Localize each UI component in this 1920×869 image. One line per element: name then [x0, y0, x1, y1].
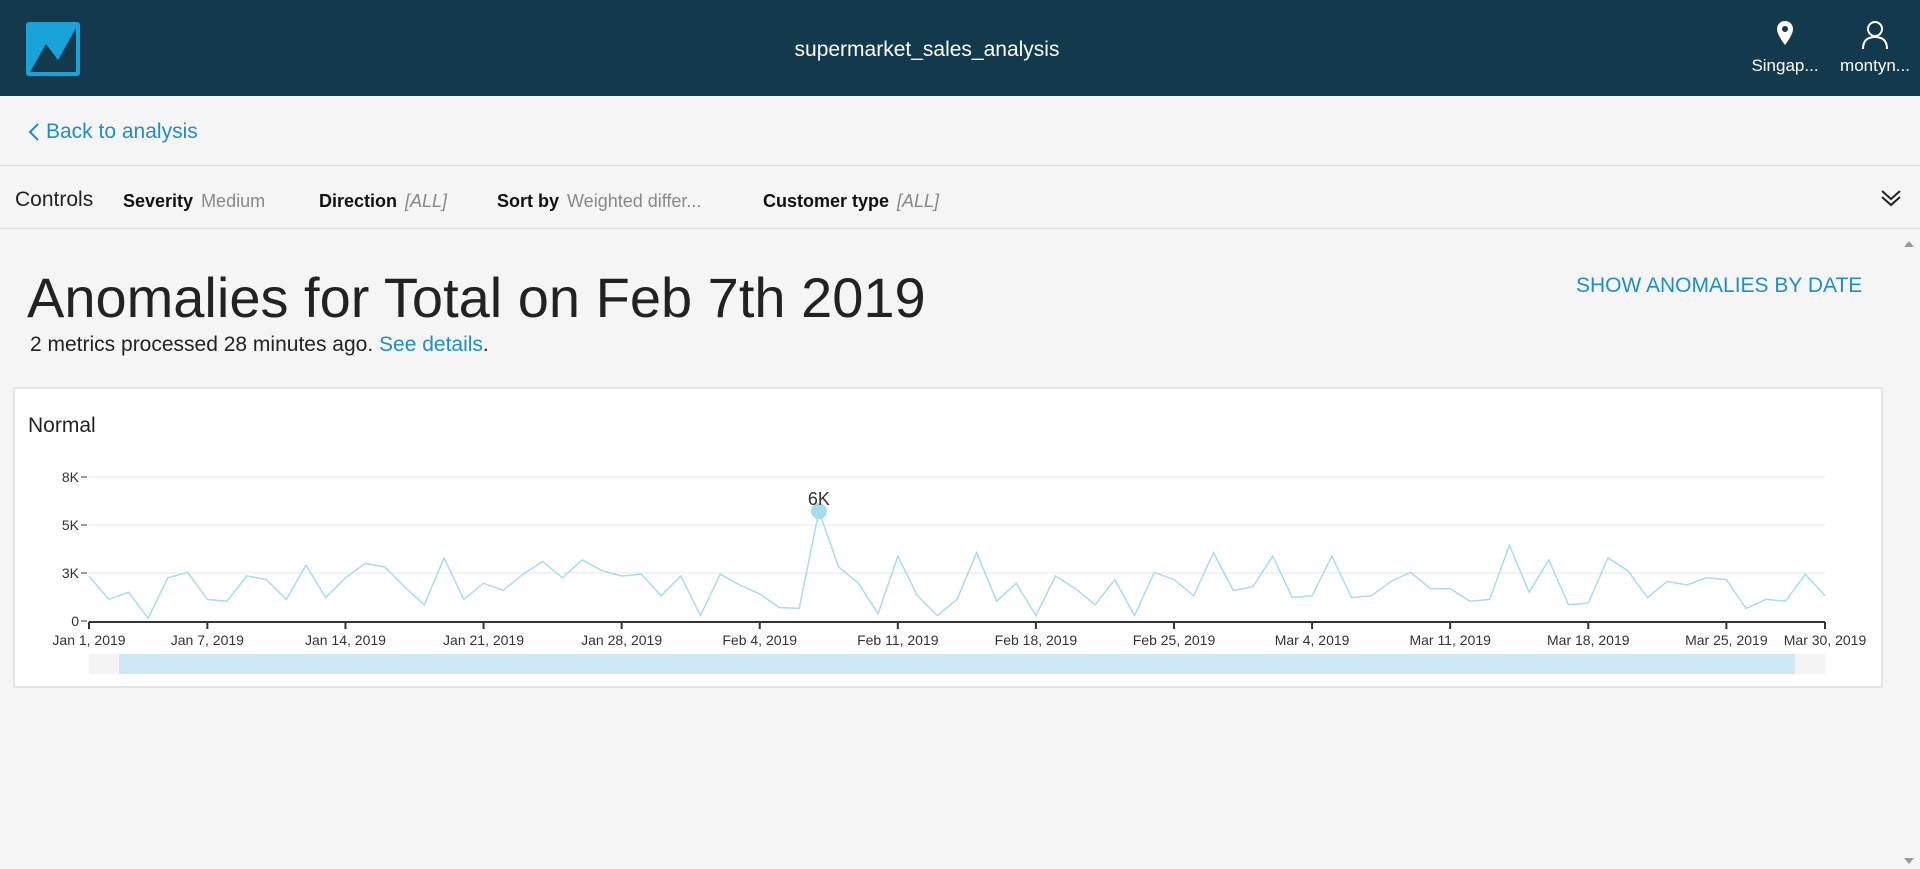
region-label: Singap... [1751, 56, 1819, 75]
x-tick-label: Mar 18, 2019 [1547, 632, 1630, 648]
double-chevron-down-icon[interactable] [1880, 187, 1902, 209]
x-tick-label: Jan 7, 2019 [171, 632, 244, 648]
control-value: Medium [201, 191, 266, 211]
y-tick-label: 8K [62, 469, 80, 485]
control-value: [ALL] [897, 191, 940, 211]
top-bar: supermarket_sales_analysis Singap... mon… [0, 0, 1920, 96]
y-tick-label: 0 [71, 613, 79, 629]
x-tick-label: Jan 21, 2019 [443, 632, 524, 648]
x-tick-label: Feb 25, 2019 [1133, 632, 1216, 648]
anomaly-point [810, 503, 827, 520]
status-period: . [482, 333, 489, 356]
x-tick-label: Mar 11, 2019 [1409, 632, 1491, 648]
control-name: Direction [319, 191, 398, 211]
x-tick-label: Jan 14, 2019 [305, 632, 386, 648]
anomaly-label: 6K [808, 489, 830, 509]
control-name: Severity [123, 191, 194, 211]
page-title: Anomalies for Total on Feb 7th 2019 [27, 266, 926, 329]
controls-bar: Controls Severity Medium Direction [ALL] S… [0, 167, 1920, 229]
vertical-scrollbar[interactable] [1898, 230, 1920, 869]
series-line-total [88, 508, 1826, 620]
anomaly-chart-card: Normal 0 3K 5K 8K Jan 1, 2019 Jan 7, 2019 Jan … [13, 387, 1883, 688]
back-to-analysis-link[interactable]: Back to analysis [28, 120, 198, 144]
location-pin-icon [1748, 20, 1822, 52]
controls-label: Controls [15, 188, 94, 211]
control-value: Weighted differ... [567, 191, 702, 211]
control-name: Sort by [497, 191, 560, 211]
user-label: montyn... [1840, 56, 1910, 75]
app-title: supermarket_sales_analysis [794, 38, 1060, 61]
x-tick-label: Jan 28, 2019 [581, 632, 662, 648]
show-anomalies-by-date-button[interactable]: SHOW ANOMALIES BY DATE [1576, 274, 1863, 297]
x-tick-label: Feb 11, 2019 [857, 632, 939, 648]
x-tick-label: Jan 1, 2019 [52, 632, 125, 648]
back-bar: Back to analysis [0, 96, 1920, 166]
control-sort-by[interactable]: Sort by Weighted differ... [497, 191, 701, 212]
back-label: Back to analysis [46, 120, 198, 143]
y-tick-label: 3K [62, 565, 80, 581]
user-menu-button[interactable]: montyn... [1834, 20, 1916, 76]
x-tick-label: Feb 18, 2019 [995, 632, 1078, 648]
quicksight-logo-icon[interactable] [26, 22, 80, 76]
range-selector[interactable] [119, 654, 1795, 674]
x-tick-label: Mar 4, 2019 [1275, 632, 1350, 648]
y-tick-label: 5K [62, 517, 80, 533]
x-tick-label: Mar 30, 2019 [1784, 632, 1867, 648]
anomaly-line-chart: 0 3K 5K 8K Jan 1, 2019 Jan 7, 2019 Jan 14, 201… [52, 469, 1867, 674]
scroll-down-icon[interactable] [1898, 853, 1920, 869]
control-value: [ALL] [405, 191, 448, 211]
control-name: Customer type [763, 191, 890, 211]
x-tick-label: Mar 25, 2019 [1685, 632, 1768, 648]
user-icon [1834, 20, 1916, 52]
x-tick-label: Feb 4, 2019 [722, 632, 797, 648]
processing-status: 2 metrics processed 28 minutes ago. See … [30, 333, 489, 357]
control-severity[interactable]: Severity Medium [123, 191, 265, 212]
see-details-link[interactable]: See details [379, 333, 483, 356]
control-direction[interactable]: Direction [ALL] [319, 191, 447, 212]
chevron-left-icon [28, 123, 39, 141]
status-text: 2 metrics processed 28 minutes ago. [30, 333, 374, 356]
region-button[interactable]: Singap... [1748, 20, 1822, 76]
control-customer-type[interactable]: Customer type [ALL] [763, 191, 939, 212]
chart-title: Normal [28, 414, 96, 437]
scroll-up-icon[interactable] [1898, 236, 1920, 252]
